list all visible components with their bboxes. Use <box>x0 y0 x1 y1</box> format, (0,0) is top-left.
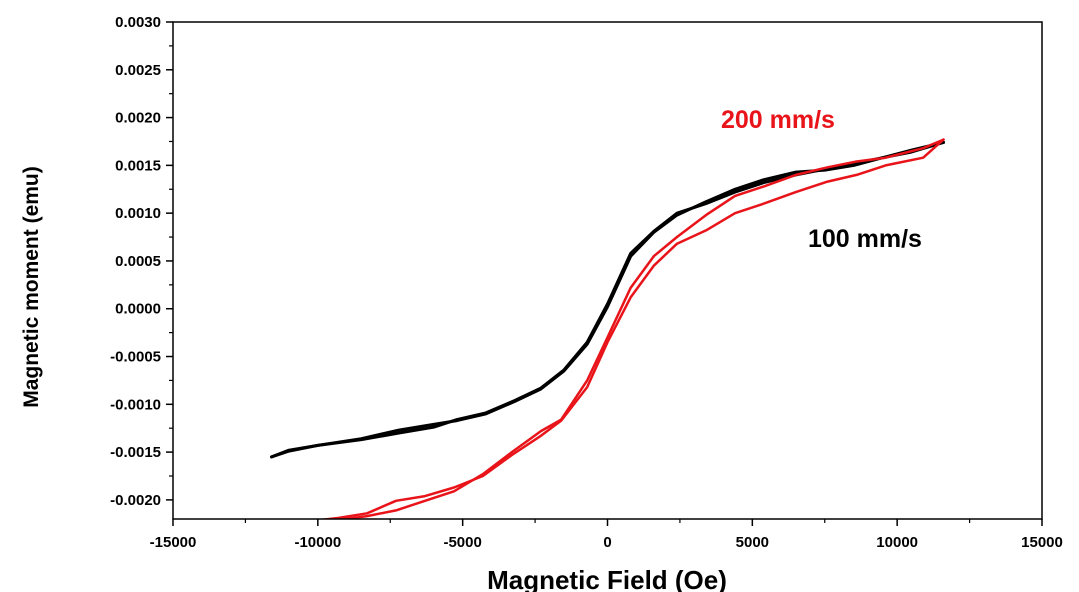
annotation-100: 100 mm/s <box>808 225 922 253</box>
plot-frame <box>172 21 1043 520</box>
series-line-100-mm-s-descending <box>270 140 945 459</box>
y-tick-label: -0.0005 <box>110 349 161 366</box>
series-line-100-mm-s-ascending <box>270 140 945 459</box>
x-axis-title: Magnetic Field (Oe) <box>487 565 727 592</box>
series-line-200-mm-s-ascending <box>317 138 945 519</box>
x-tick-label: 5000 <box>736 534 769 551</box>
x-tick-label: 0 <box>603 534 611 551</box>
x-tick-label: -10000 <box>294 534 341 551</box>
ticks-layer: -15000 -10000 -5000 0 5000 10000 15000 -0.0020 -… <box>110 14 1063 551</box>
x-tick-label: -5000 <box>443 534 481 551</box>
series-200-mm-s <box>317 138 945 519</box>
y-tick-label: 0.0020 <box>115 110 161 127</box>
x-tick-label: 15000 <box>1021 534 1063 551</box>
y-tick-label: 0.0000 <box>115 301 161 318</box>
y-tick-label: 0.0025 <box>115 62 161 79</box>
series-line-200-mm-s-descending <box>335 138 945 519</box>
series-layer <box>270 138 945 519</box>
y-axis-title: Magnetic moment (emu) <box>20 166 43 408</box>
y-tick-label: 0.0030 <box>115 14 161 31</box>
y-tick-label: -0.0015 <box>110 444 161 461</box>
y-tick-label: 0.0015 <box>115 157 161 174</box>
y-tick-label: -0.0010 <box>110 396 161 413</box>
y-tick-label: 0.0010 <box>115 205 161 222</box>
annotation-200: 200 mm/s <box>721 106 835 134</box>
x-tick-label: 10000 <box>876 534 918 551</box>
y-tick-label: -0.0020 <box>110 492 161 509</box>
x-tick-label: -15000 <box>150 534 197 551</box>
series-100-mm-s <box>270 140 945 459</box>
y-tick-label: 0.0005 <box>115 253 161 270</box>
